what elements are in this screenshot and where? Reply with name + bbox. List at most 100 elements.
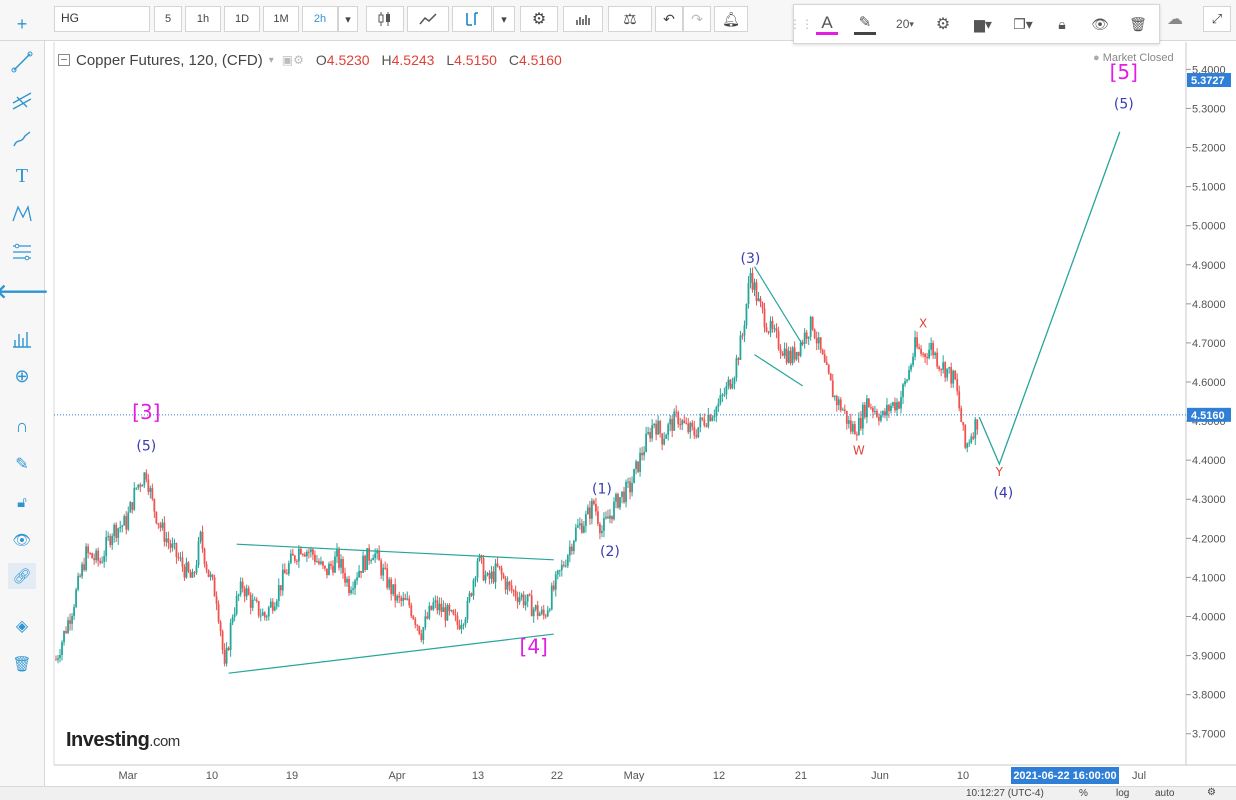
back-tool[interactable]: 🡐 [0,278,49,304]
candle-body [904,381,906,385]
candle-body [835,396,838,406]
candle-body [940,369,943,371]
candle-body [299,548,302,555]
studies-button[interactable] [563,6,603,32]
brush-icon [13,131,31,147]
candle-body [85,546,88,570]
candle-body [153,498,156,512]
candle-body [171,543,174,548]
hide-drawings-tool[interactable]: 👁︎ [8,527,36,553]
candles-button[interactable] [366,6,404,32]
candle-body [287,563,290,574]
font-size-select[interactable]: 20 ▾ [888,9,922,39]
log-toggle[interactable]: log [1116,788,1130,799]
candle-body [813,329,816,339]
candle-body [916,337,918,348]
redo-button[interactable]: ↷ [683,6,711,32]
candle-body [801,342,804,344]
candle-body [61,642,63,656]
collapse-legend-button[interactable] [58,54,70,66]
measure-tool[interactable] [8,326,36,352]
chart-legend: Copper Futures, 120, (CFD) ▾ ▣⚙ O4.5230 … [58,50,570,70]
visibility-layer-button[interactable]: ▆▾ [966,9,1000,39]
candle-body [362,555,364,573]
indicators-dropdown-button[interactable]: ▾ [493,6,515,32]
low-value: 4.5150 [454,52,497,68]
interval-2h-button[interactable]: 2h [302,6,338,32]
stay-drawing-tool[interactable]: ✎ [8,451,36,477]
candle-body [438,603,441,611]
top-price-label: 5.3727 [1191,75,1225,87]
alert-button[interactable]: 🔔︎ [714,6,748,32]
save-cloud-button[interactable]: ☁ [1157,6,1193,32]
hide-button[interactable]: 👁︎ [1088,9,1112,39]
candle-body [434,600,437,603]
interval-1h-button[interactable]: 1h [185,6,221,32]
candle-body [580,523,583,533]
candle-body [235,595,238,614]
link-tool[interactable]: 🔗︎ [8,563,36,589]
gear-icon[interactable]: ⚙ [1207,787,1216,798]
line-chart-button[interactable] [407,6,449,32]
undo-button[interactable]: ↶ [655,6,683,32]
candle-body [586,507,589,515]
lock-button[interactable]: 🔒︎ [1050,9,1074,39]
auto-toggle[interactable]: auto [1155,788,1175,799]
y-tick-label: 4.4000 [1192,455,1226,467]
candle-body [603,518,605,531]
candle-body [675,411,678,413]
interval-dropdown-button[interactable]: ▾ [338,6,358,32]
drawing-properties-toolbar: ⋮⋮ A ✎ 20 ▾ ⚙ ▆▾ ❐▾ 🔒︎ 👁︎ 🗑︎ [789,4,1160,44]
text-color-button[interactable]: A [812,9,842,39]
interval-1m-button[interactable]: 1M [263,6,299,32]
candle-body [697,427,700,438]
x-tick-label: Jun [871,770,889,782]
candle-body [239,581,242,595]
candle-body [165,538,168,542]
settings-button[interactable]: ⚙ [520,6,558,32]
clone-button[interactable]: ❐▾ [1006,9,1040,39]
magnet-tool[interactable]: ∩ [8,413,36,439]
candle-body [251,599,254,608]
fib-tool[interactable] [8,239,36,265]
candle-body [779,348,782,354]
candle-body [546,610,549,617]
crosshair-tool[interactable]: + [8,11,36,37]
candle-body [886,405,888,416]
candle-body [896,402,898,411]
symbol-input[interactable]: HG [54,6,150,32]
zoom-tool[interactable]: ⊕ [8,363,36,389]
candle-body [67,620,69,633]
candle-body [388,579,391,588]
pitchfork-tool[interactable] [8,87,36,113]
brush-tool[interactable] [8,126,36,152]
interval-1d-button[interactable]: 1D [224,6,260,32]
line-color-button[interactable]: ✎ [850,9,880,39]
candle-body [330,563,332,566]
legend-settings-icon[interactable]: ▣⚙ [281,53,304,67]
candle-body [370,560,373,562]
candle-body [221,631,224,650]
redo-icon: ↷ [691,10,703,27]
legend-dropdown-icon[interactable]: ▾ [268,54,274,66]
lock-icon: 🔒︎ [1058,15,1066,32]
interval-5-button[interactable]: 5 [154,6,182,32]
fullscreen-button[interactable]: ⤢ [1203,6,1231,32]
drawing-settings-button[interactable]: ⚙ [928,9,958,39]
remove-drawings-tool[interactable]: 🗑︎ [8,651,36,677]
percent-toggle[interactable]: % [1079,788,1088,799]
compare-button[interactable]: ⚖ [608,6,652,32]
text-tool[interactable]: T [8,163,36,189]
indicators-button[interactable] [452,6,492,32]
pattern-tool[interactable] [8,201,36,227]
lock-drawings-tool[interactable]: 🔓︎ [8,489,36,515]
candle-body [428,605,431,619]
delete-drawing-button[interactable]: 🗑︎ [1126,9,1150,39]
trendline-tool[interactable] [8,49,36,75]
drag-handle[interactable]: ⋮⋮ [789,17,813,31]
candle-body [709,414,712,421]
candle-body [787,350,790,363]
layers-tool[interactable]: ◈ [8,613,36,639]
area-chart-icon [419,13,437,25]
